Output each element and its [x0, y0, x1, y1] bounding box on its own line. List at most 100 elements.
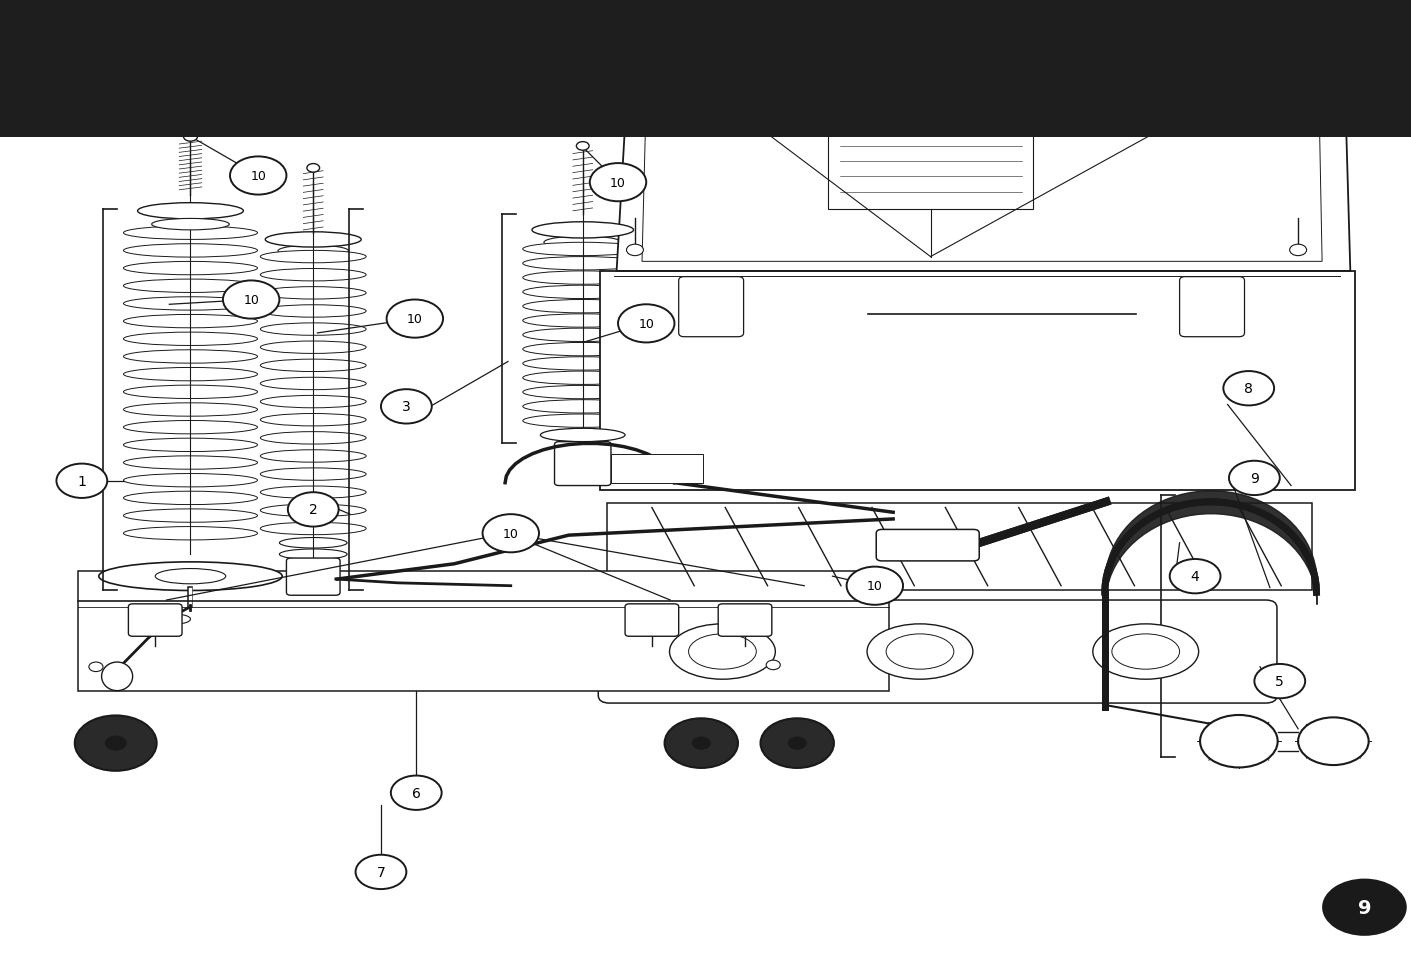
Ellipse shape	[124, 474, 257, 487]
Ellipse shape	[522, 300, 642, 314]
Ellipse shape	[522, 386, 642, 399]
Ellipse shape	[124, 351, 257, 364]
Ellipse shape	[124, 527, 257, 540]
Ellipse shape	[260, 469, 365, 481]
Text: 7: 7	[377, 865, 385, 879]
Circle shape	[1229, 461, 1280, 496]
Text: 6: 6	[412, 786, 420, 800]
Ellipse shape	[260, 395, 365, 408]
Ellipse shape	[689, 635, 756, 670]
Ellipse shape	[299, 605, 327, 615]
Ellipse shape	[124, 315, 257, 329]
Text: 2: 2	[309, 503, 317, 517]
Ellipse shape	[124, 245, 257, 258]
Ellipse shape	[886, 635, 954, 670]
Ellipse shape	[522, 257, 642, 271]
Text: 10: 10	[866, 579, 883, 593]
Ellipse shape	[260, 433, 365, 444]
FancyBboxPatch shape	[78, 572, 889, 691]
Ellipse shape	[1199, 715, 1278, 768]
Ellipse shape	[260, 324, 365, 336]
Ellipse shape	[306, 164, 319, 173]
Circle shape	[288, 493, 339, 527]
Ellipse shape	[260, 415, 365, 427]
Ellipse shape	[162, 615, 190, 624]
Ellipse shape	[279, 537, 347, 549]
Ellipse shape	[124, 386, 257, 399]
Ellipse shape	[155, 569, 226, 584]
Text: 10: 10	[406, 313, 423, 326]
Ellipse shape	[576, 142, 588, 152]
Ellipse shape	[669, 624, 776, 679]
Ellipse shape	[279, 549, 347, 560]
Text: 5: 5	[1276, 675, 1284, 688]
Text: 3: 3	[402, 400, 411, 414]
Ellipse shape	[138, 203, 244, 220]
FancyBboxPatch shape	[611, 455, 703, 483]
Circle shape	[387, 300, 443, 338]
Ellipse shape	[302, 618, 325, 625]
Ellipse shape	[124, 403, 257, 416]
Ellipse shape	[540, 429, 625, 442]
Ellipse shape	[787, 738, 806, 749]
Ellipse shape	[260, 341, 365, 355]
Circle shape	[1170, 559, 1221, 594]
Ellipse shape	[260, 486, 365, 499]
Circle shape	[1223, 372, 1274, 406]
Text: 8: 8	[1245, 382, 1253, 395]
Ellipse shape	[761, 719, 834, 768]
FancyBboxPatch shape	[1180, 277, 1245, 337]
Ellipse shape	[152, 219, 229, 231]
Ellipse shape	[522, 343, 642, 356]
Circle shape	[381, 390, 432, 424]
Ellipse shape	[766, 660, 780, 670]
FancyBboxPatch shape	[876, 530, 979, 561]
FancyBboxPatch shape	[128, 604, 182, 637]
Circle shape	[391, 776, 442, 810]
Ellipse shape	[124, 333, 257, 346]
Text: 9: 9	[1250, 472, 1259, 485]
Ellipse shape	[522, 286, 642, 299]
Ellipse shape	[124, 368, 257, 381]
Ellipse shape	[665, 719, 738, 768]
Text: 10: 10	[243, 294, 260, 307]
Text: 10: 10	[638, 317, 655, 331]
Ellipse shape	[124, 421, 257, 435]
Ellipse shape	[104, 736, 126, 751]
Ellipse shape	[1112, 635, 1180, 670]
FancyBboxPatch shape	[718, 604, 772, 637]
Ellipse shape	[260, 522, 365, 536]
Ellipse shape	[570, 460, 595, 469]
Ellipse shape	[260, 252, 365, 264]
Ellipse shape	[522, 243, 642, 256]
Ellipse shape	[260, 505, 365, 517]
Ellipse shape	[124, 492, 257, 505]
Ellipse shape	[1290, 245, 1307, 256]
Circle shape	[230, 157, 286, 195]
Text: 9: 9	[1357, 898, 1371, 917]
Circle shape	[56, 464, 107, 498]
Ellipse shape	[124, 438, 257, 452]
FancyBboxPatch shape	[555, 442, 611, 486]
Ellipse shape	[522, 314, 642, 328]
Ellipse shape	[522, 272, 642, 285]
Ellipse shape	[89, 662, 103, 672]
Ellipse shape	[866, 624, 974, 679]
Ellipse shape	[124, 262, 257, 275]
Ellipse shape	[522, 400, 642, 414]
FancyBboxPatch shape	[0, 0, 1411, 138]
Text: 10: 10	[610, 176, 626, 190]
Ellipse shape	[626, 245, 643, 256]
Ellipse shape	[265, 233, 361, 248]
Circle shape	[590, 164, 646, 202]
Circle shape	[356, 855, 406, 889]
Ellipse shape	[260, 377, 365, 391]
Circle shape	[1254, 664, 1305, 699]
Ellipse shape	[124, 280, 257, 294]
Circle shape	[223, 281, 279, 319]
Ellipse shape	[124, 456, 257, 470]
Circle shape	[1322, 879, 1407, 936]
Ellipse shape	[124, 227, 257, 240]
FancyBboxPatch shape	[607, 503, 1312, 591]
FancyBboxPatch shape	[286, 558, 340, 596]
